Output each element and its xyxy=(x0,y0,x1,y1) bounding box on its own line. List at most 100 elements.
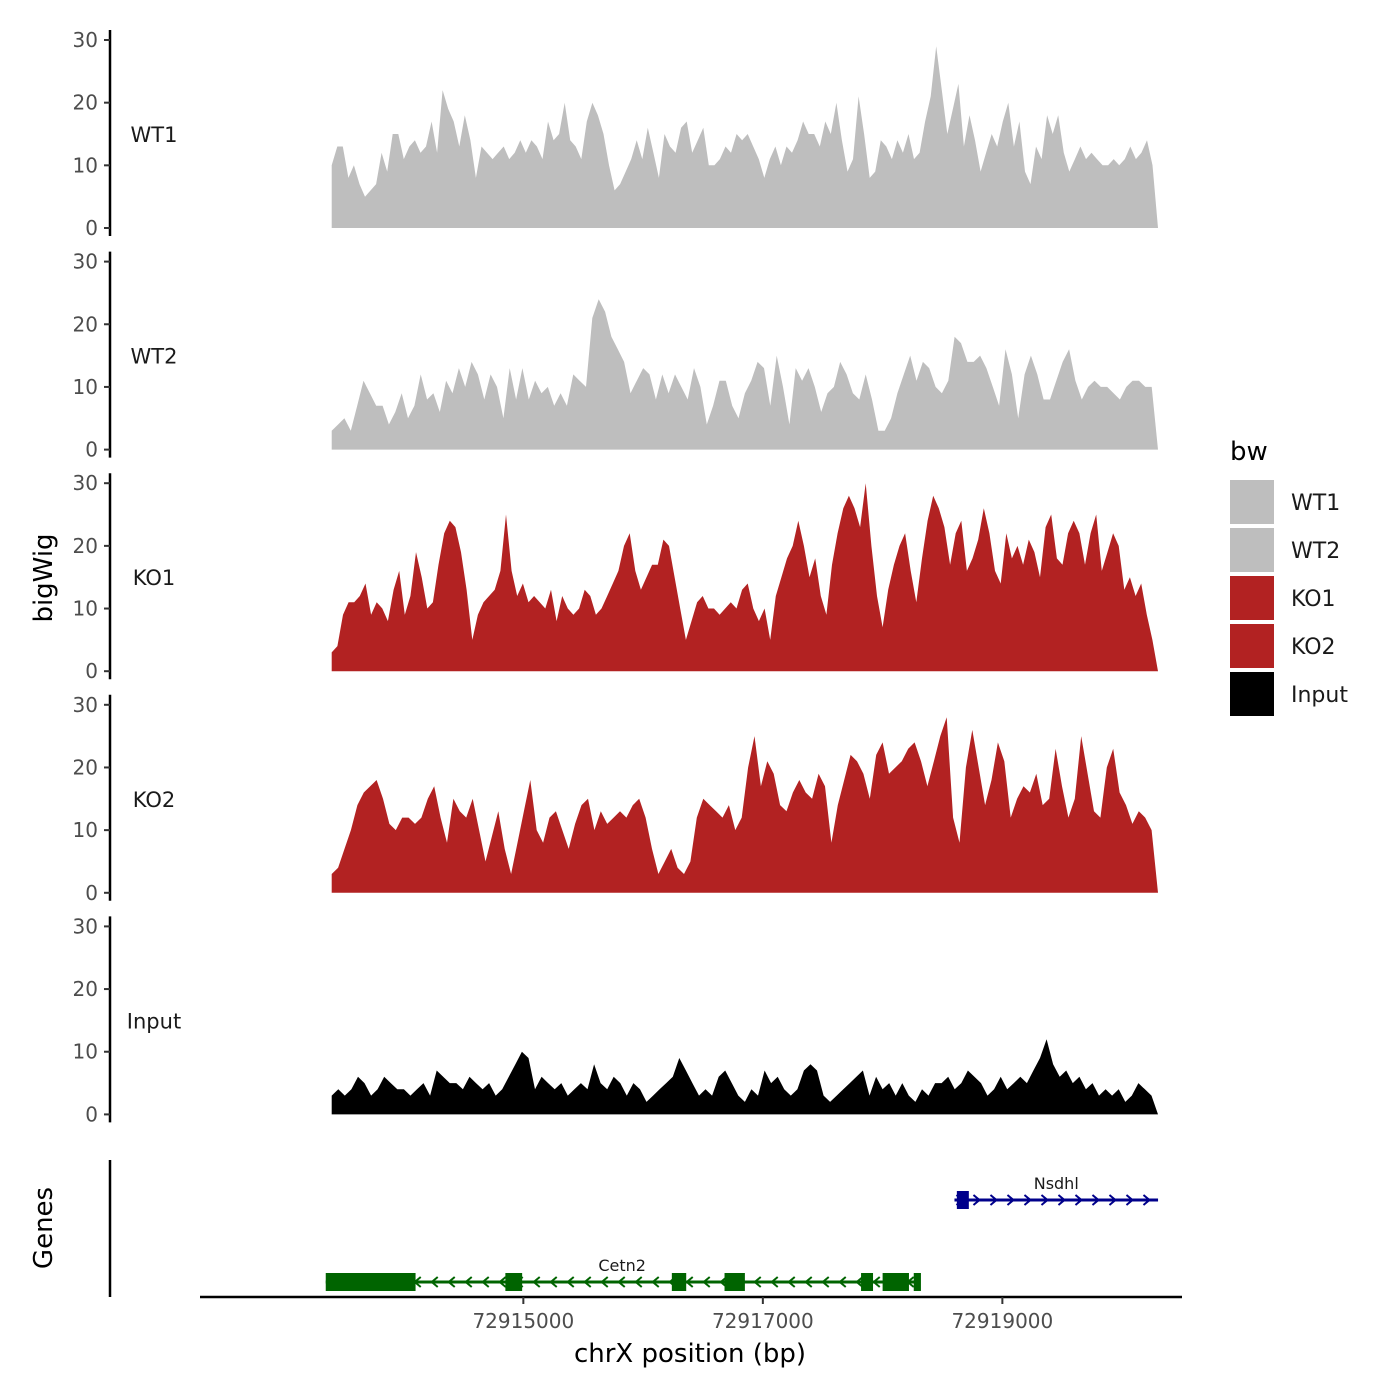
y-tick-label: 0 xyxy=(85,438,98,462)
strand-arrow xyxy=(566,1276,575,1288)
signal-area-input xyxy=(331,1039,1158,1115)
strand-arrow xyxy=(1074,1194,1084,1206)
gene-label: Cetn2 xyxy=(598,1256,646,1275)
track-wt2: 0 10 20 30 WT2 xyxy=(73,250,1158,462)
strand-arrow xyxy=(1142,1194,1152,1206)
y-tick-label: 0 xyxy=(85,659,98,683)
signal-area-wt1 xyxy=(331,46,1158,228)
gene-exon xyxy=(325,1273,416,1291)
strand-arrow xyxy=(430,1276,439,1288)
gene-cetn2: Cetn2 xyxy=(325,1256,921,1291)
signal-area-wt2 xyxy=(331,299,1158,450)
strand-arrow xyxy=(753,1276,762,1288)
gene-exon xyxy=(882,1273,909,1291)
legend-title: bw xyxy=(1230,437,1268,467)
legend: bw WT1 WT2 KO1 KO2 Input xyxy=(1230,437,1348,716)
strand-arrow xyxy=(770,1276,779,1288)
strand-arrow xyxy=(481,1276,490,1288)
strand-arrow xyxy=(634,1276,643,1288)
track-ko1: 0 10 20 30 KO1 xyxy=(73,471,1158,683)
strand-arrow xyxy=(989,1194,999,1206)
y-tick-label: 20 xyxy=(73,977,98,1001)
strand-arrow xyxy=(855,1276,864,1288)
legend-label: KO2 xyxy=(1291,635,1336,660)
strand-arrow xyxy=(702,1276,711,1288)
signal-area-ko1 xyxy=(331,483,1158,672)
strand-arrow xyxy=(583,1276,592,1288)
gene-exon xyxy=(861,1273,874,1291)
track-ko2: 0 10 20 30 KO2 xyxy=(73,693,1158,905)
strand-arrow xyxy=(464,1276,473,1288)
y-tick-label: 10 xyxy=(73,153,98,177)
track-input: 0 10 20 30 Input xyxy=(73,914,1158,1126)
strand-arrow xyxy=(617,1276,626,1288)
gene-exon xyxy=(913,1273,921,1291)
legend-swatch xyxy=(1230,528,1274,572)
y-tick-label: 20 xyxy=(73,312,98,336)
genes-panel-title: Genes xyxy=(29,1187,59,1269)
strand-arrow xyxy=(498,1276,507,1288)
y-tick-label: 10 xyxy=(73,818,98,842)
legend-label: KO1 xyxy=(1291,587,1336,612)
track-label: KO2 xyxy=(133,788,176,812)
track-label: WT1 xyxy=(131,123,178,147)
strand-arrow xyxy=(1040,1194,1050,1206)
y-tick-label: 10 xyxy=(73,375,98,399)
y-tick-label: 30 xyxy=(73,471,98,495)
track-label: WT2 xyxy=(131,345,178,369)
gene-exon xyxy=(505,1273,523,1291)
strand-arrow xyxy=(685,1276,694,1288)
signal-area-ko2 xyxy=(331,717,1158,893)
strand-arrow xyxy=(1125,1194,1135,1206)
gene-label: Nsdhl xyxy=(1034,1174,1079,1193)
x-tick-label: 72919000 xyxy=(951,1309,1053,1333)
strand-arrow xyxy=(787,1276,796,1288)
x-axis-title: chrX position (bp) xyxy=(574,1339,806,1369)
legend-swatch xyxy=(1230,576,1274,620)
strand-arrow xyxy=(972,1194,982,1206)
strand-arrow xyxy=(1057,1194,1067,1206)
strand-arrow xyxy=(1091,1194,1101,1206)
gene-exon xyxy=(956,1191,969,1209)
strand-arrow xyxy=(447,1276,456,1288)
y-tick-label: 30 xyxy=(73,28,98,52)
strand-arrow xyxy=(1023,1194,1033,1206)
legend-label: WT1 xyxy=(1291,491,1340,516)
legend-swatch xyxy=(1230,624,1274,668)
legend-label: Input xyxy=(1291,683,1348,708)
x-tick-label: 72917000 xyxy=(712,1309,814,1333)
legend-swatch xyxy=(1230,672,1274,716)
gene-annotation-panel: Nsdhl Cetn2 xyxy=(108,1160,1159,1297)
track-wt1: 0 10 20 30 WT1 xyxy=(73,28,1158,240)
signal-tracks: 0 10 20 30 WT1 0 10 20 30 WT2 0 10 20 30 KO1 0 10 20 30 KO2… xyxy=(73,28,1158,1126)
y-tick-label: 30 xyxy=(73,693,98,717)
legend-swatch xyxy=(1230,480,1274,524)
strand-arrow xyxy=(838,1276,847,1288)
strand-arrow xyxy=(804,1276,813,1288)
track-label: Input xyxy=(127,1009,181,1033)
strand-arrow xyxy=(1006,1194,1016,1206)
gene-nsdhl: Nsdhl xyxy=(954,1174,1159,1209)
y-tick-label: 0 xyxy=(85,216,98,240)
strand-arrow xyxy=(549,1276,558,1288)
strand-arrow xyxy=(1108,1194,1118,1206)
y-tick-label: 30 xyxy=(73,914,98,938)
strand-arrow xyxy=(532,1276,541,1288)
strand-arrow xyxy=(872,1276,881,1288)
strand-arrow xyxy=(600,1276,609,1288)
strand-arrow xyxy=(651,1276,660,1288)
y-tick-label: 0 xyxy=(85,881,98,905)
strand-arrow xyxy=(821,1276,830,1288)
x-tick-label: 72915000 xyxy=(472,1309,574,1333)
y-axis-title: bigWig xyxy=(29,533,59,622)
legend-label: WT2 xyxy=(1291,539,1340,564)
y-tick-label: 0 xyxy=(85,1102,98,1126)
y-tick-label: 30 xyxy=(73,250,98,274)
x-axis: 72915000 72917000 72919000 xyxy=(200,1295,1182,1333)
y-tick-label: 10 xyxy=(73,1040,98,1064)
track-label: KO1 xyxy=(133,566,176,590)
gene-exon xyxy=(671,1273,687,1291)
y-tick-label: 10 xyxy=(73,597,98,621)
y-tick-label: 20 xyxy=(73,91,98,115)
